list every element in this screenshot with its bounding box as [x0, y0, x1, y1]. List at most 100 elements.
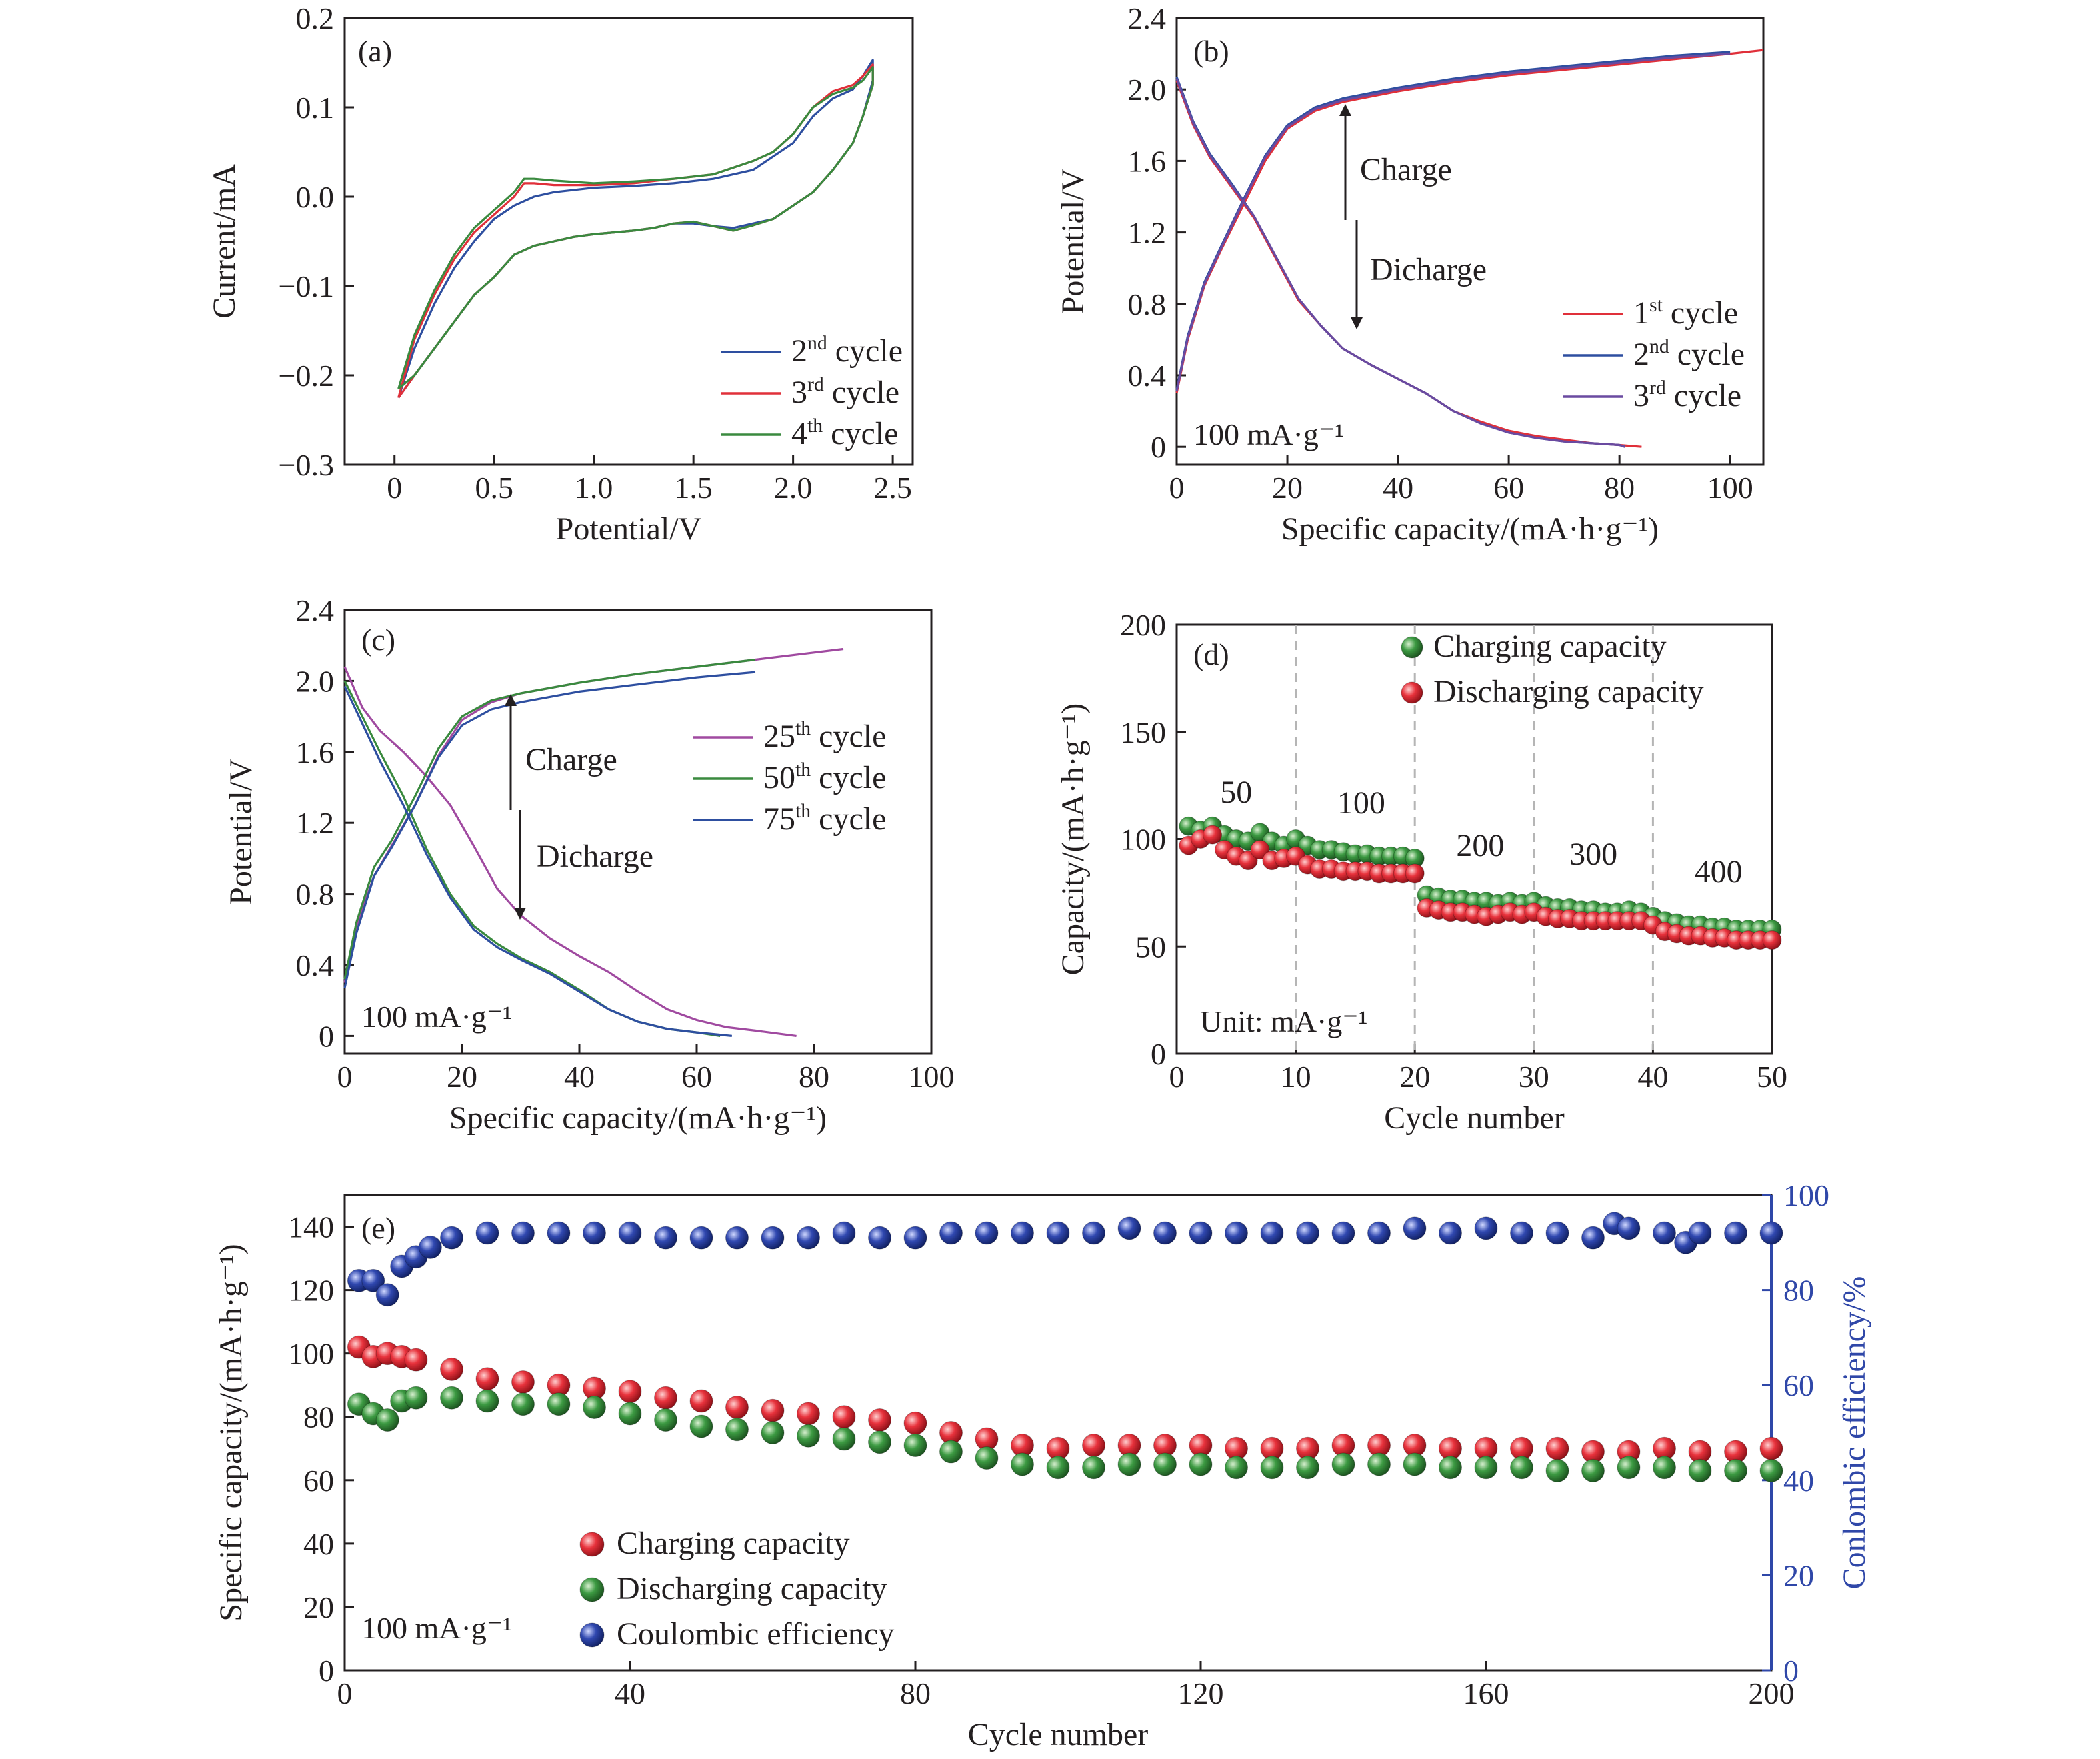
y-tick-label: 200	[1120, 608, 1166, 642]
cycle-point	[1617, 1216, 1641, 1240]
y-tick-label: 2.4	[1128, 1, 1167, 35]
cycle-point	[440, 1386, 463, 1410]
cycle-point	[1189, 1452, 1213, 1476]
rate-label: 200	[1456, 828, 1504, 863]
cycle-point	[1439, 1456, 1462, 1480]
y2-tick-label: 20	[1783, 1558, 1814, 1592]
y2-tick-label: 100	[1783, 1178, 1829, 1212]
x-tick-label: 0	[337, 1676, 353, 1710]
panel-label-c: (c)	[361, 623, 395, 657]
panel-label-d: (d)	[1193, 637, 1229, 671]
cycle-point	[1331, 1452, 1355, 1476]
cycle-point	[1225, 1456, 1248, 1480]
cycle-point	[761, 1226, 785, 1250]
cycle-point	[1082, 1221, 1105, 1245]
cycle-point	[654, 1226, 677, 1250]
cycle-point	[725, 1418, 749, 1442]
discharge-curve	[1175, 78, 1625, 448]
cycle-point	[1510, 1221, 1533, 1245]
panel-label-e: (e)	[361, 1211, 395, 1245]
y-tick-label: 140	[288, 1210, 334, 1244]
cycle-point	[761, 1398, 785, 1422]
x-tick-label: 0	[1169, 471, 1185, 505]
capacity-point	[1762, 930, 1782, 950]
cycle-point	[375, 1408, 399, 1432]
y2-tick-label: 60	[1783, 1368, 1814, 1402]
cycle-point	[1046, 1221, 1070, 1245]
capacity-point	[1405, 863, 1425, 884]
x-tick-label: 100	[1707, 471, 1753, 505]
rate-label: 100	[1337, 785, 1385, 821]
cycle-point	[1439, 1221, 1462, 1245]
plot-frame	[343, 1194, 1773, 1672]
cycle-point	[511, 1221, 535, 1245]
cycle-point	[1225, 1221, 1248, 1245]
cycle-point	[654, 1386, 677, 1410]
y-tick-label: 2.0	[296, 664, 335, 698]
legend-marker	[1401, 636, 1423, 659]
cycle-point	[1082, 1456, 1105, 1480]
legend-label: 1st cycle	[1633, 294, 1738, 331]
legend-marker	[579, 1577, 605, 1602]
cycle-point	[1403, 1216, 1427, 1240]
x-tick-label: 80	[799, 1060, 829, 1094]
cycle-point	[475, 1221, 499, 1245]
panel-label-b: (b)	[1193, 34, 1229, 68]
rate-label: 300	[1569, 837, 1617, 872]
y-tick-label: 0.1	[296, 91, 335, 125]
cycle-point	[868, 1430, 891, 1454]
cycle-point	[1759, 1221, 1783, 1245]
panel-d-rate-capability-chart: 0 10 20 30 40 50 200 150 100 50 0 Cycle number Capac…	[1055, 608, 1787, 1136]
cycle-point	[404, 1348, 428, 1372]
cycle-point	[1617, 1456, 1641, 1480]
cycle-point	[868, 1408, 891, 1432]
cv-curve	[397, 66, 874, 390]
cycle-point	[1474, 1456, 1498, 1480]
cycle-point	[1581, 1226, 1605, 1250]
cycle-point	[1189, 1221, 1213, 1245]
x-tick-label: 1.0	[575, 471, 613, 505]
y-tick-label: 1.6	[1128, 144, 1167, 178]
x-axis-label: Cycle number	[968, 1717, 1149, 1752]
x-tick-label: 60	[681, 1060, 712, 1094]
y-tick-label: 120	[288, 1274, 334, 1308]
y-tick-label: 100	[1120, 823, 1166, 857]
x-tick-label: 40	[1637, 1060, 1668, 1094]
unit-note: Unit: mA·g⁻¹	[1200, 1004, 1367, 1038]
x-axis-label: Potential/V	[556, 511, 702, 547]
cycle-point	[1011, 1221, 1034, 1245]
y-tick-label: 0.0	[296, 180, 335, 214]
y-tick-label: 1.2	[296, 806, 335, 840]
panel-c-charge-discharge-chart: 0 20 40 60 80 100 2.4 2.0 1.6 1.2 0.8 0.4 0 Specific …	[223, 593, 955, 1136]
legend-marker	[579, 1532, 605, 1557]
discharge-curve	[343, 680, 721, 1037]
cycle-point	[1367, 1221, 1391, 1245]
cycle-point	[1403, 1452, 1427, 1476]
rate-label: 400	[1695, 854, 1743, 890]
y-tick-label: 0.4	[1128, 359, 1167, 393]
y-tick-label: 2.0	[1128, 73, 1167, 107]
y-tick-label: 1.6	[296, 735, 335, 769]
cycle-point	[1260, 1456, 1284, 1480]
x-tick-label: 100	[909, 1060, 955, 1094]
cycle-point	[418, 1235, 442, 1259]
legend-label: 4th cycle	[791, 415, 898, 451]
legend-label: Discharging capacity	[1433, 674, 1704, 709]
x-tick-label: 160	[1463, 1676, 1509, 1710]
cycle-point	[1296, 1221, 1319, 1245]
y-tick-label: 0.8	[1128, 287, 1167, 321]
y-tick-label: −0.3	[279, 448, 334, 482]
x-tick-label: 80	[900, 1676, 931, 1710]
panel-label-a: (a)	[358, 34, 392, 68]
x-tick-label: 0	[387, 471, 402, 505]
cycle-point	[404, 1386, 428, 1410]
cycle-point	[689, 1226, 713, 1250]
discharge-label: Dicharge	[1370, 252, 1487, 287]
x-tick-label: 2.0	[774, 471, 813, 505]
cycle-point	[1759, 1436, 1783, 1460]
cycle-point	[1367, 1452, 1391, 1476]
legend-label: Discharging capacity	[617, 1571, 887, 1606]
y-axis-label: Potential/V	[223, 759, 259, 905]
x-axis-label: Specific capacity/(mA·h·g⁻¹)	[1281, 511, 1659, 547]
cycle-point	[475, 1389, 499, 1413]
